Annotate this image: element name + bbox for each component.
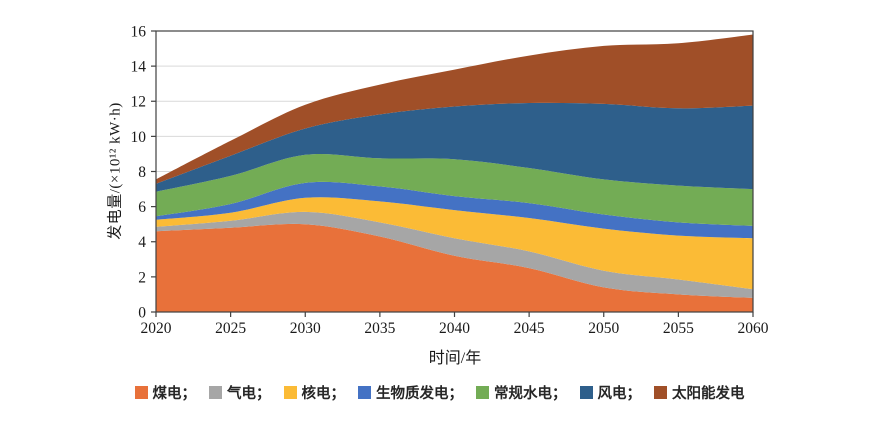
legend-label-hydro: 常规水电； (494, 386, 567, 402)
area-coal (156, 223, 753, 312)
area-solar (156, 34, 753, 184)
x-tick-label: 2025 (215, 320, 246, 337)
legend-swatch-solar (654, 386, 667, 399)
legend-swatch-hydro (476, 386, 489, 399)
legend-swatch-nuclear (283, 386, 297, 399)
x-tick-label: 2040 (439, 320, 470, 337)
y-tick-label: 10 (131, 129, 147, 146)
x-tick-label: 2060 (738, 320, 769, 337)
legend-item-hydro: 常规水电； (476, 382, 567, 403)
legend-item-gas: 气电； (209, 382, 271, 403)
y-tick-label: 8 (138, 164, 146, 181)
legend-label-nuclear: 核电； (301, 386, 346, 402)
stacked-area-chart: 0 2 4 6 8 10 12 14 16 2020 2025 2030 2035 2040 2045 205… (131, 23, 769, 337)
legend-item-solar: 太阳能发电 (654, 382, 745, 403)
legend-item-wind: 风电； (579, 382, 642, 403)
legend-label-wind: 风电； (597, 386, 642, 402)
area-gas (156, 211, 753, 298)
y-tick-label: 2 (138, 269, 146, 286)
chart-legend: 煤电； 气电； 核电； 生物质发电； 常规水电； 风电； 太阳能发电 (0, 382, 879, 403)
y-tick-label: 16 (131, 23, 147, 40)
legend-swatch-gas (209, 386, 222, 399)
x-tick-label: 2020 (141, 320, 172, 337)
y-tick-label: 14 (131, 59, 147, 76)
legend-label-solar: 太阳能发电 (672, 386, 745, 402)
area-hydro (156, 153, 753, 226)
legend-item-nuclear: 核电； (283, 382, 346, 403)
legend-item-coal: 煤电； (134, 382, 197, 403)
legend-label-gas: 气电； (227, 386, 271, 402)
x-tick-label: 2035 (364, 320, 395, 337)
x-tick-label: 2030 (290, 320, 321, 337)
x-tick-label: 2050 (588, 320, 619, 337)
y-axis-title: 发电量/(×10¹² kW·h) (107, 102, 124, 240)
x-tick-label: 2055 (663, 320, 694, 337)
legend-swatch-wind (579, 386, 593, 399)
legend-item-biomass: 生物质发电； (358, 382, 463, 403)
area-nuclear (156, 197, 753, 290)
legend-swatch-biomass (358, 386, 371, 399)
legend-label-biomass: 生物质发电； (376, 386, 463, 402)
y-tick-label: 4 (138, 234, 146, 251)
legend-label-coal: 煤电； (152, 386, 197, 402)
x-tick-label: 2045 (514, 320, 545, 337)
area-biomass (156, 181, 753, 239)
legend-swatch-coal (134, 386, 148, 399)
x-axis-title: 时间/年 (428, 350, 482, 367)
area-wind (156, 102, 753, 192)
y-tick-label: 6 (138, 199, 146, 216)
y-tick-label: 0 (138, 304, 146, 321)
y-tick-label: 12 (131, 94, 147, 111)
